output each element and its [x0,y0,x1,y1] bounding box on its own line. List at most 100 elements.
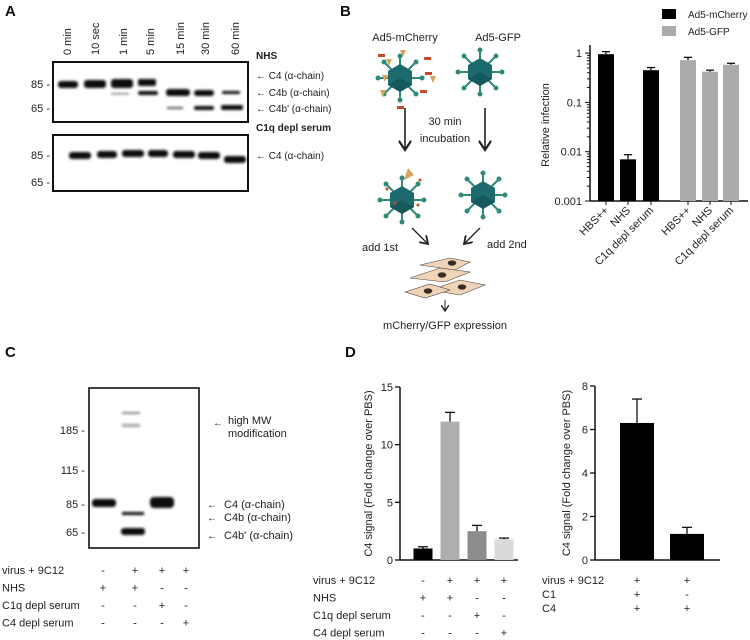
condition-label: NHS [313,593,336,605]
western-blot-c1q-depl [52,134,249,192]
virus-gfp-icon [457,169,509,221]
mw-marker: 185 - [60,425,85,437]
high-mw-label: high MW [228,415,272,427]
condition-sign: - [421,628,425,640]
mw-marker: 65 - [66,527,85,539]
antibody-icon [380,50,436,97]
band-label: C4b' (α-chain) [224,530,293,542]
condition-sign: - [502,593,506,605]
y-tick-label: 2 [582,512,588,524]
mw-marker: 115 - [61,465,86,477]
band-label: C4 (α-chain) [224,499,285,511]
chart-c4-signal-1: 0 5 10 15 C4 signal (Fold change over PBS) vi… [313,382,518,640]
condition-sign: + [447,575,453,587]
panel-label-c: C [5,344,16,361]
condition-sign: + [420,593,426,605]
panel-label-a: A [5,3,16,20]
condition-sign: - [475,628,479,640]
condition-label: virus + 9C12 [2,565,64,577]
condition-sign: + [634,603,640,615]
virus-label-mcherry: Ad5-mCherry [372,32,438,44]
add-first-text: add 1st [362,242,398,254]
y-tick-label: 8 [582,381,588,393]
condition-label: C4 depl serum [2,618,74,630]
condition-sign: - [685,589,689,601]
condition-sign: - [101,565,105,577]
condition-label: C1q depl serum [313,610,391,622]
condition-sign: + [159,600,165,612]
arrow-left-icon: ← [213,418,223,429]
condition-sign: - [475,593,479,605]
condition-sign: + [183,565,189,577]
y-tick-label: 4 [582,468,588,480]
y-axis-label: C4 signal (Fold change over PBS) [363,390,375,556]
condition-sign: + [100,583,106,595]
condition-sign: + [447,593,453,605]
mw-marker: 65 - [31,177,50,189]
band-label: ← C4 (α-chain) [256,71,324,82]
bar [620,159,636,201]
blot-title-c1q: C1q depl serum [256,123,331,134]
incubation-text: 30 min [428,116,461,128]
panel-b-schematic: Ad5-mCherry Ad5-GFP 30 min incubation ad… [362,32,527,332]
condition-label: C1q depl serum [2,600,80,612]
bar [643,70,659,201]
condition-sign: - [184,583,188,595]
legend-label: Ad5-mCherry [688,10,747,21]
bar [680,60,696,201]
condition-sign: - [184,600,188,612]
condition-sign: + [183,618,189,630]
condition-sign: - [101,600,105,612]
mw-marker: 65 - [31,103,50,115]
condition-sign: + [684,603,690,615]
y-tick-label: 0 [582,555,588,567]
lane-label: 15 min [175,22,187,55]
y-tick-label: 6 [582,425,588,437]
condition-sign: - [133,618,137,630]
y-axis-label: C4 signal (Fold change over PBS) [561,390,573,556]
bar [670,533,704,560]
bar [413,548,433,560]
arrow-icon [411,227,428,244]
lane-label: 60 min [230,22,242,55]
condition-label: virus + 9C12 [313,575,375,587]
virus-gfp-icon [454,46,506,98]
incubation-text: incubation [420,133,470,145]
bar [494,539,514,560]
y-tick-label: 0.1 [567,97,582,109]
legend-label: Ad5-GFP [688,27,730,38]
bar [702,71,718,201]
lane-label: 0 min [62,28,74,55]
condition-label: C4 [542,603,556,615]
y-tick-label: 5 [387,497,393,509]
mw-marker: 85 - [66,499,85,511]
band-label: ← C4b (α-chain) [256,88,330,99]
condition-sign: + [132,565,138,577]
bar [620,422,654,560]
condition-sign: + [132,583,138,595]
blot-bands-c [92,412,174,535]
condition-sign: + [501,575,507,587]
lane-label: 1 min [118,28,130,55]
chart-c4-signal-2: 0 2 4 6 8 C4 signal (Fold change over PBS) vir… [542,381,720,615]
y-tick-label: 0 [387,555,393,567]
condition-sign: + [474,610,480,622]
bar [440,421,460,560]
x-tick-label: HBS++ [578,205,612,239]
condition-sign: - [421,610,425,622]
condition-label: C4 depl serum [313,628,385,640]
bar [598,54,614,201]
panel-label-b: B [340,3,351,20]
condition-sign: - [421,575,425,587]
y-tick-label: 10 [381,440,393,452]
y-tick-label: 15 [381,382,393,394]
y-tick-label: 0.01 [561,147,582,159]
condition-sign: + [159,565,165,577]
arrow-icon [464,227,481,244]
arrow-left-icon: ← [207,531,217,542]
complement-deposits-icon [385,178,422,207]
condition-sign: + [501,628,507,640]
bar [467,531,487,560]
